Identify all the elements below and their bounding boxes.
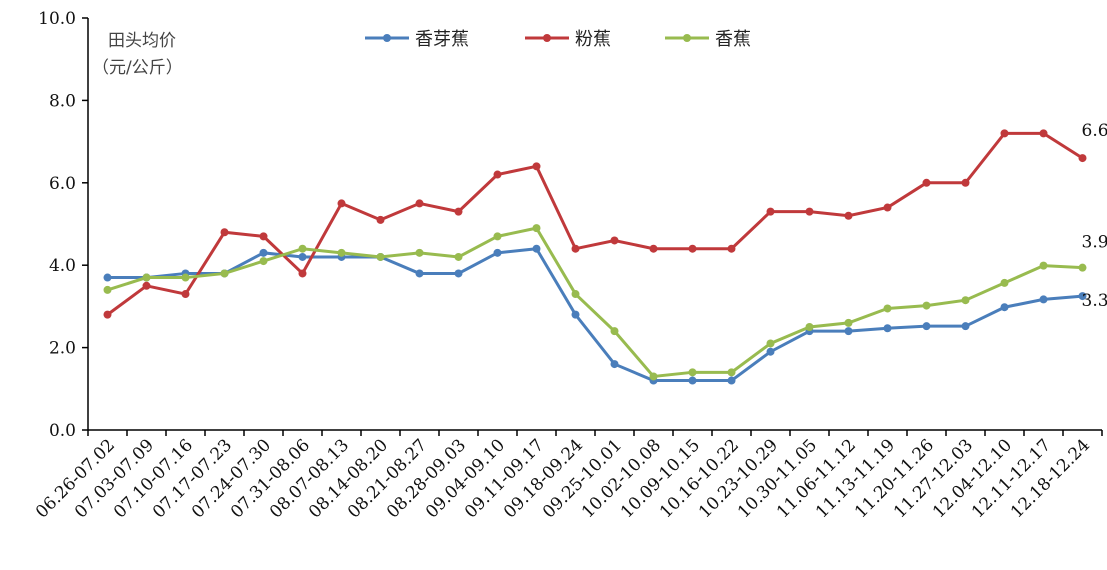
y-tick-label: 0.0 xyxy=(49,421,76,441)
data-point xyxy=(454,269,463,278)
data-point xyxy=(1039,129,1048,138)
data-point xyxy=(844,318,853,327)
data-point xyxy=(727,368,736,377)
data-point xyxy=(571,244,580,253)
data-point xyxy=(571,310,580,319)
data-point xyxy=(1078,263,1087,272)
y-tick-label: 8.0 xyxy=(49,91,76,111)
series-line xyxy=(107,247,1083,383)
data-point xyxy=(610,327,619,336)
data-point xyxy=(961,178,970,187)
data-point xyxy=(649,244,658,253)
end-value-label: 6.6 xyxy=(1082,121,1107,141)
data-point xyxy=(766,339,775,348)
y-axis-title-line2: （元/公斤） xyxy=(92,58,183,78)
legend-label: 香蕉 xyxy=(715,29,751,50)
data-point xyxy=(844,327,853,336)
legend-item-1: 粉蕉 xyxy=(525,29,611,50)
data-point xyxy=(532,162,541,171)
data-point xyxy=(649,372,658,381)
data-point xyxy=(1078,292,1087,301)
data-point xyxy=(415,199,424,208)
legend-label: 粉蕉 xyxy=(575,29,611,50)
data-point xyxy=(805,207,814,216)
data-point xyxy=(142,273,151,282)
data-point xyxy=(103,285,112,294)
data-point xyxy=(805,323,814,331)
data-point xyxy=(103,310,112,319)
legend-label: 香芽蕉 xyxy=(415,29,469,50)
data-point xyxy=(103,273,112,282)
data-point xyxy=(454,207,463,216)
data-point xyxy=(688,244,697,253)
data-point xyxy=(883,324,892,333)
data-point xyxy=(493,248,502,257)
legend-item-2: 香蕉 xyxy=(665,29,751,50)
data-point xyxy=(922,178,931,187)
y-tick-label: 6.0 xyxy=(49,174,76,194)
data-point xyxy=(376,215,385,224)
data-point xyxy=(883,203,892,212)
data-point xyxy=(961,296,970,305)
data-point xyxy=(610,360,619,369)
data-point xyxy=(766,347,775,356)
series-0: 3.3 xyxy=(103,244,1107,385)
data-point xyxy=(337,199,346,208)
legend-marker xyxy=(383,34,391,42)
series-1: 6.6 xyxy=(103,121,1107,319)
data-point xyxy=(532,224,541,233)
data-point xyxy=(844,211,853,220)
data-point xyxy=(376,252,385,261)
data-point xyxy=(1000,303,1009,312)
data-point xyxy=(961,322,970,331)
legend-item-0: 香芽蕉 xyxy=(365,29,469,50)
data-point xyxy=(259,232,268,241)
data-point xyxy=(571,290,580,299)
data-point xyxy=(493,232,502,241)
data-point xyxy=(610,236,619,245)
data-point xyxy=(142,281,151,290)
data-point xyxy=(1039,295,1048,304)
end-value-label: 3.3 xyxy=(1082,291,1107,311)
data-point xyxy=(922,301,931,310)
y-tick-label: 10.0 xyxy=(38,9,76,29)
data-point xyxy=(181,290,190,299)
data-point xyxy=(727,244,736,253)
data-point xyxy=(883,304,892,313)
data-point xyxy=(1078,154,1087,163)
series-2: 3.9 xyxy=(103,224,1107,381)
data-point xyxy=(493,170,502,179)
data-point xyxy=(727,376,736,385)
data-point xyxy=(454,252,463,261)
data-point xyxy=(1000,129,1009,138)
legend-marker xyxy=(683,34,691,42)
data-point xyxy=(415,269,424,278)
data-point xyxy=(1039,261,1048,270)
data-point xyxy=(181,273,190,282)
data-point xyxy=(688,376,697,385)
data-point xyxy=(298,244,307,253)
data-point xyxy=(337,248,346,257)
series-line xyxy=(107,226,1083,379)
series-line xyxy=(106,131,1084,316)
data-point xyxy=(415,248,424,257)
data-point xyxy=(298,252,307,261)
end-value-label: 3.9 xyxy=(1082,233,1107,253)
data-point xyxy=(688,368,697,377)
data-point xyxy=(220,228,229,237)
data-point xyxy=(766,207,775,216)
y-tick-label: 2.0 xyxy=(49,339,76,359)
data-point xyxy=(532,244,541,253)
legend-marker xyxy=(543,34,551,42)
y-tick-label: 4.0 xyxy=(49,256,76,276)
data-point xyxy=(259,248,268,257)
data-point xyxy=(220,269,229,278)
data-point xyxy=(1000,278,1009,287)
y-axis-title-line1: 田头均价 xyxy=(108,31,176,51)
data-point xyxy=(298,269,307,278)
data-point xyxy=(922,322,931,331)
data-point xyxy=(259,257,268,266)
